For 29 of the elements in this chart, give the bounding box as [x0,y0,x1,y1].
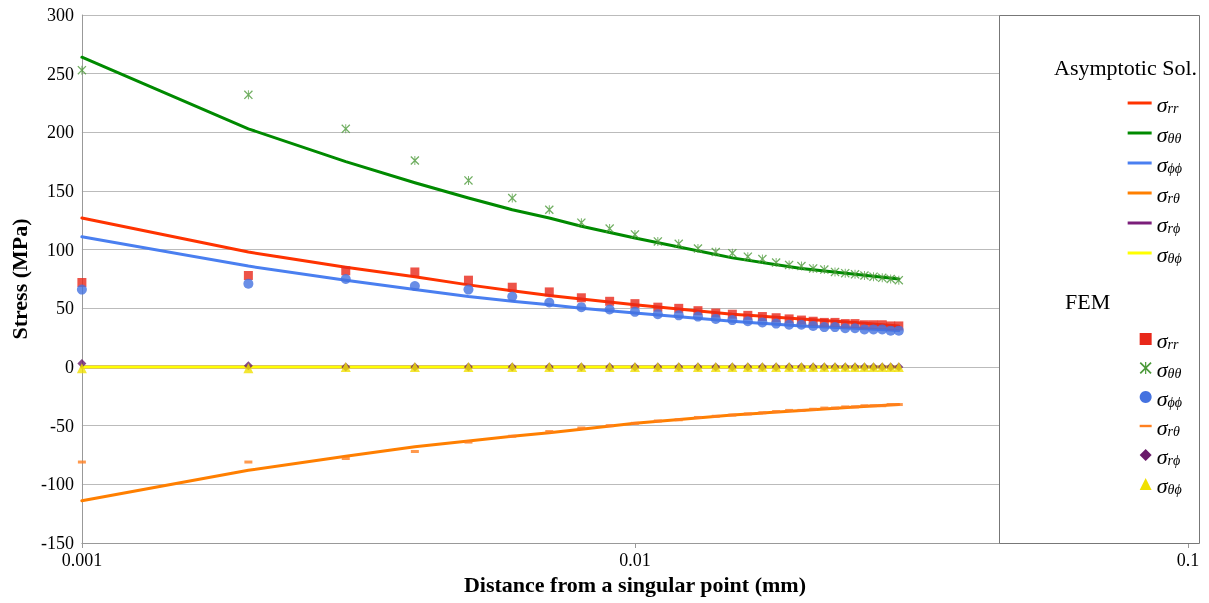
y-tick-label: 50 [55,298,74,319]
legend-label: σrθ [1156,414,1180,440]
legend-label: σrr [1156,327,1179,353]
legend-label: σrθ [1156,181,1180,207]
y-tick-label: 100 [46,239,74,260]
legend-label: σθθ [1156,121,1182,147]
y-axis-title: Stress (MPa) [6,218,32,340]
x-tick-label: 0.1 [1176,550,1200,570]
y-tick-label: 200 [46,122,74,143]
y-tick-label: 150 [46,181,74,201]
y-tick-label: -150 [40,533,74,553]
legend-label: σθϕ [1156,241,1182,267]
y-tick-label: 250 [46,63,74,84]
y-tick-label: -100 [40,474,74,495]
y-tick-label: -50 [49,415,74,436]
legend-label: σθϕ [1156,472,1182,498]
legend-label: σθθ [1156,356,1182,382]
y-tick-label: 0 [64,357,74,377]
x-axis-title: Distance from a singular point (mm) [463,572,806,598]
legend-label: σϕϕ [1156,151,1183,177]
y-tick-label: 300 [46,5,74,25]
legend-label: σϕϕ [1156,385,1183,411]
x-tick-label: 0.01 [619,550,651,570]
legend-label: σrϕ [1156,211,1181,237]
legend-title: Asymptotic Sol. [1053,54,1197,80]
legend-label: σrϕ [1156,443,1181,469]
x-tick-label: 0.001 [61,550,103,570]
legend-label: σrr [1156,91,1179,117]
annotation: FEM [1065,288,1111,314]
